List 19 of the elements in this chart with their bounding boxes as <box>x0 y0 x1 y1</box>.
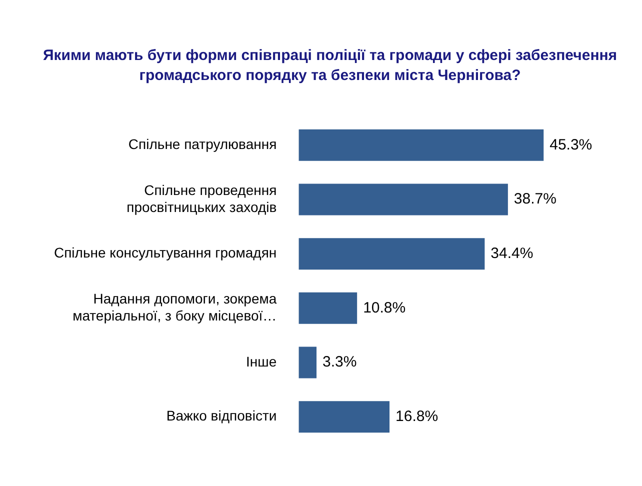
bar <box>298 401 390 433</box>
y-tick-label: Спільне консультування громадян <box>54 244 277 261</box>
bar <box>298 238 485 270</box>
y-tick-label: Спільне патрулювання <box>128 136 277 152</box>
data-label: 34.4% <box>490 244 534 262</box>
bar <box>298 184 508 216</box>
data-label: 45.3% <box>550 136 592 154</box>
y-tick-label: Інше <box>246 353 277 370</box>
data-label: 16.8% <box>396 408 438 425</box>
bar <box>298 292 358 324</box>
data-label: 10.8% <box>363 299 406 316</box>
data-label: 3.3% <box>322 354 357 371</box>
y-tick-label: Надання допомоги, зокрема матеріальної, з боку місцевої… <box>72 290 277 324</box>
data-label: 38.7% <box>514 190 556 208</box>
bar <box>298 129 544 161</box>
chart-title: Якими мають бути форми співпраці поліції та громади у сфері забезпечення громадського порядку та безпеки міста Чернігова? <box>42 46 618 86</box>
bar <box>298 346 317 378</box>
y-tick-label: Спільне проведення просвітницьких заходів <box>126 182 277 215</box>
y-tick-label: Важко відповісти <box>166 408 277 424</box>
